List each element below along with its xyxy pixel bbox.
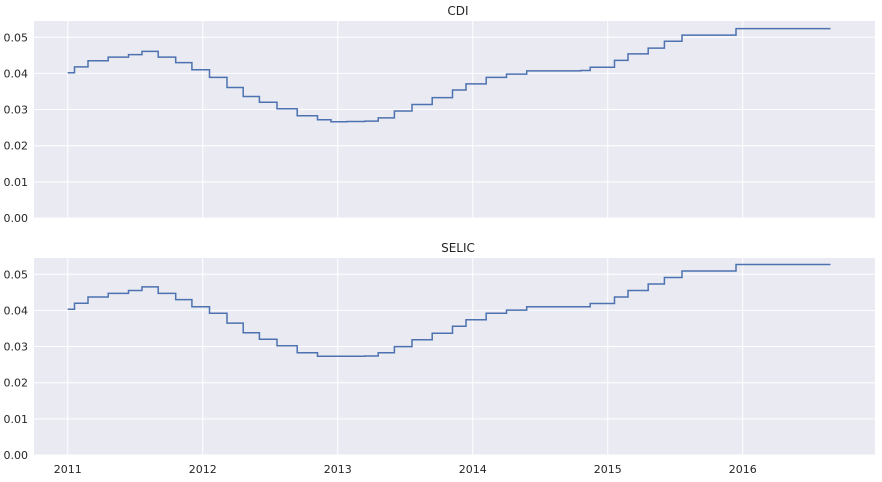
selic-x-tick-label: 2016	[729, 463, 757, 476]
cdi-y-tick-label: 0.01	[4, 176, 29, 189]
selic-y-tick-label: 0.02	[4, 377, 29, 390]
selic-x-tick-label: 2015	[594, 463, 622, 476]
cdi-y-tick-label: 0.05	[4, 31, 29, 44]
cdi-title: CDI	[447, 4, 468, 18]
selic-x-tick-label: 2012	[189, 463, 217, 476]
selic-x-tick-label: 2013	[324, 463, 352, 476]
selic-series-line	[67, 263, 831, 358]
cdi-y-tick-label: 0.04	[4, 67, 29, 80]
cdi-panel: 0.00 0.01 0.02 0.03 0.04 0.05 CDI	[4, 4, 875, 225]
cdi-plot-area	[34, 21, 875, 218]
selic-y-tick-label: 0.01	[4, 413, 29, 426]
selic-plot-area	[34, 258, 875, 455]
cdi-y-tick-label: 0.02	[4, 140, 29, 153]
cdi-y-tick-label: 0.03	[4, 104, 29, 117]
cdi-y-tick-label: 0.00	[4, 212, 29, 225]
selic-x-tick-label: 2011	[54, 463, 82, 476]
selic-y-tick-label: 0.04	[4, 304, 29, 317]
selic-panel: 0.00 0.01 0.02 0.03 0.04 0.05 2011 2012 2013 2014…	[4, 241, 875, 476]
selic-y-tick-label: 0.00	[4, 449, 29, 462]
selic-x-tick-label: 2014	[459, 463, 487, 476]
selic-y-tick-label: 0.03	[4, 341, 29, 354]
selic-title: SELIC	[441, 241, 475, 255]
selic-y-tick-label: 0.05	[4, 268, 29, 281]
cdi-series-line	[67, 27, 831, 123]
